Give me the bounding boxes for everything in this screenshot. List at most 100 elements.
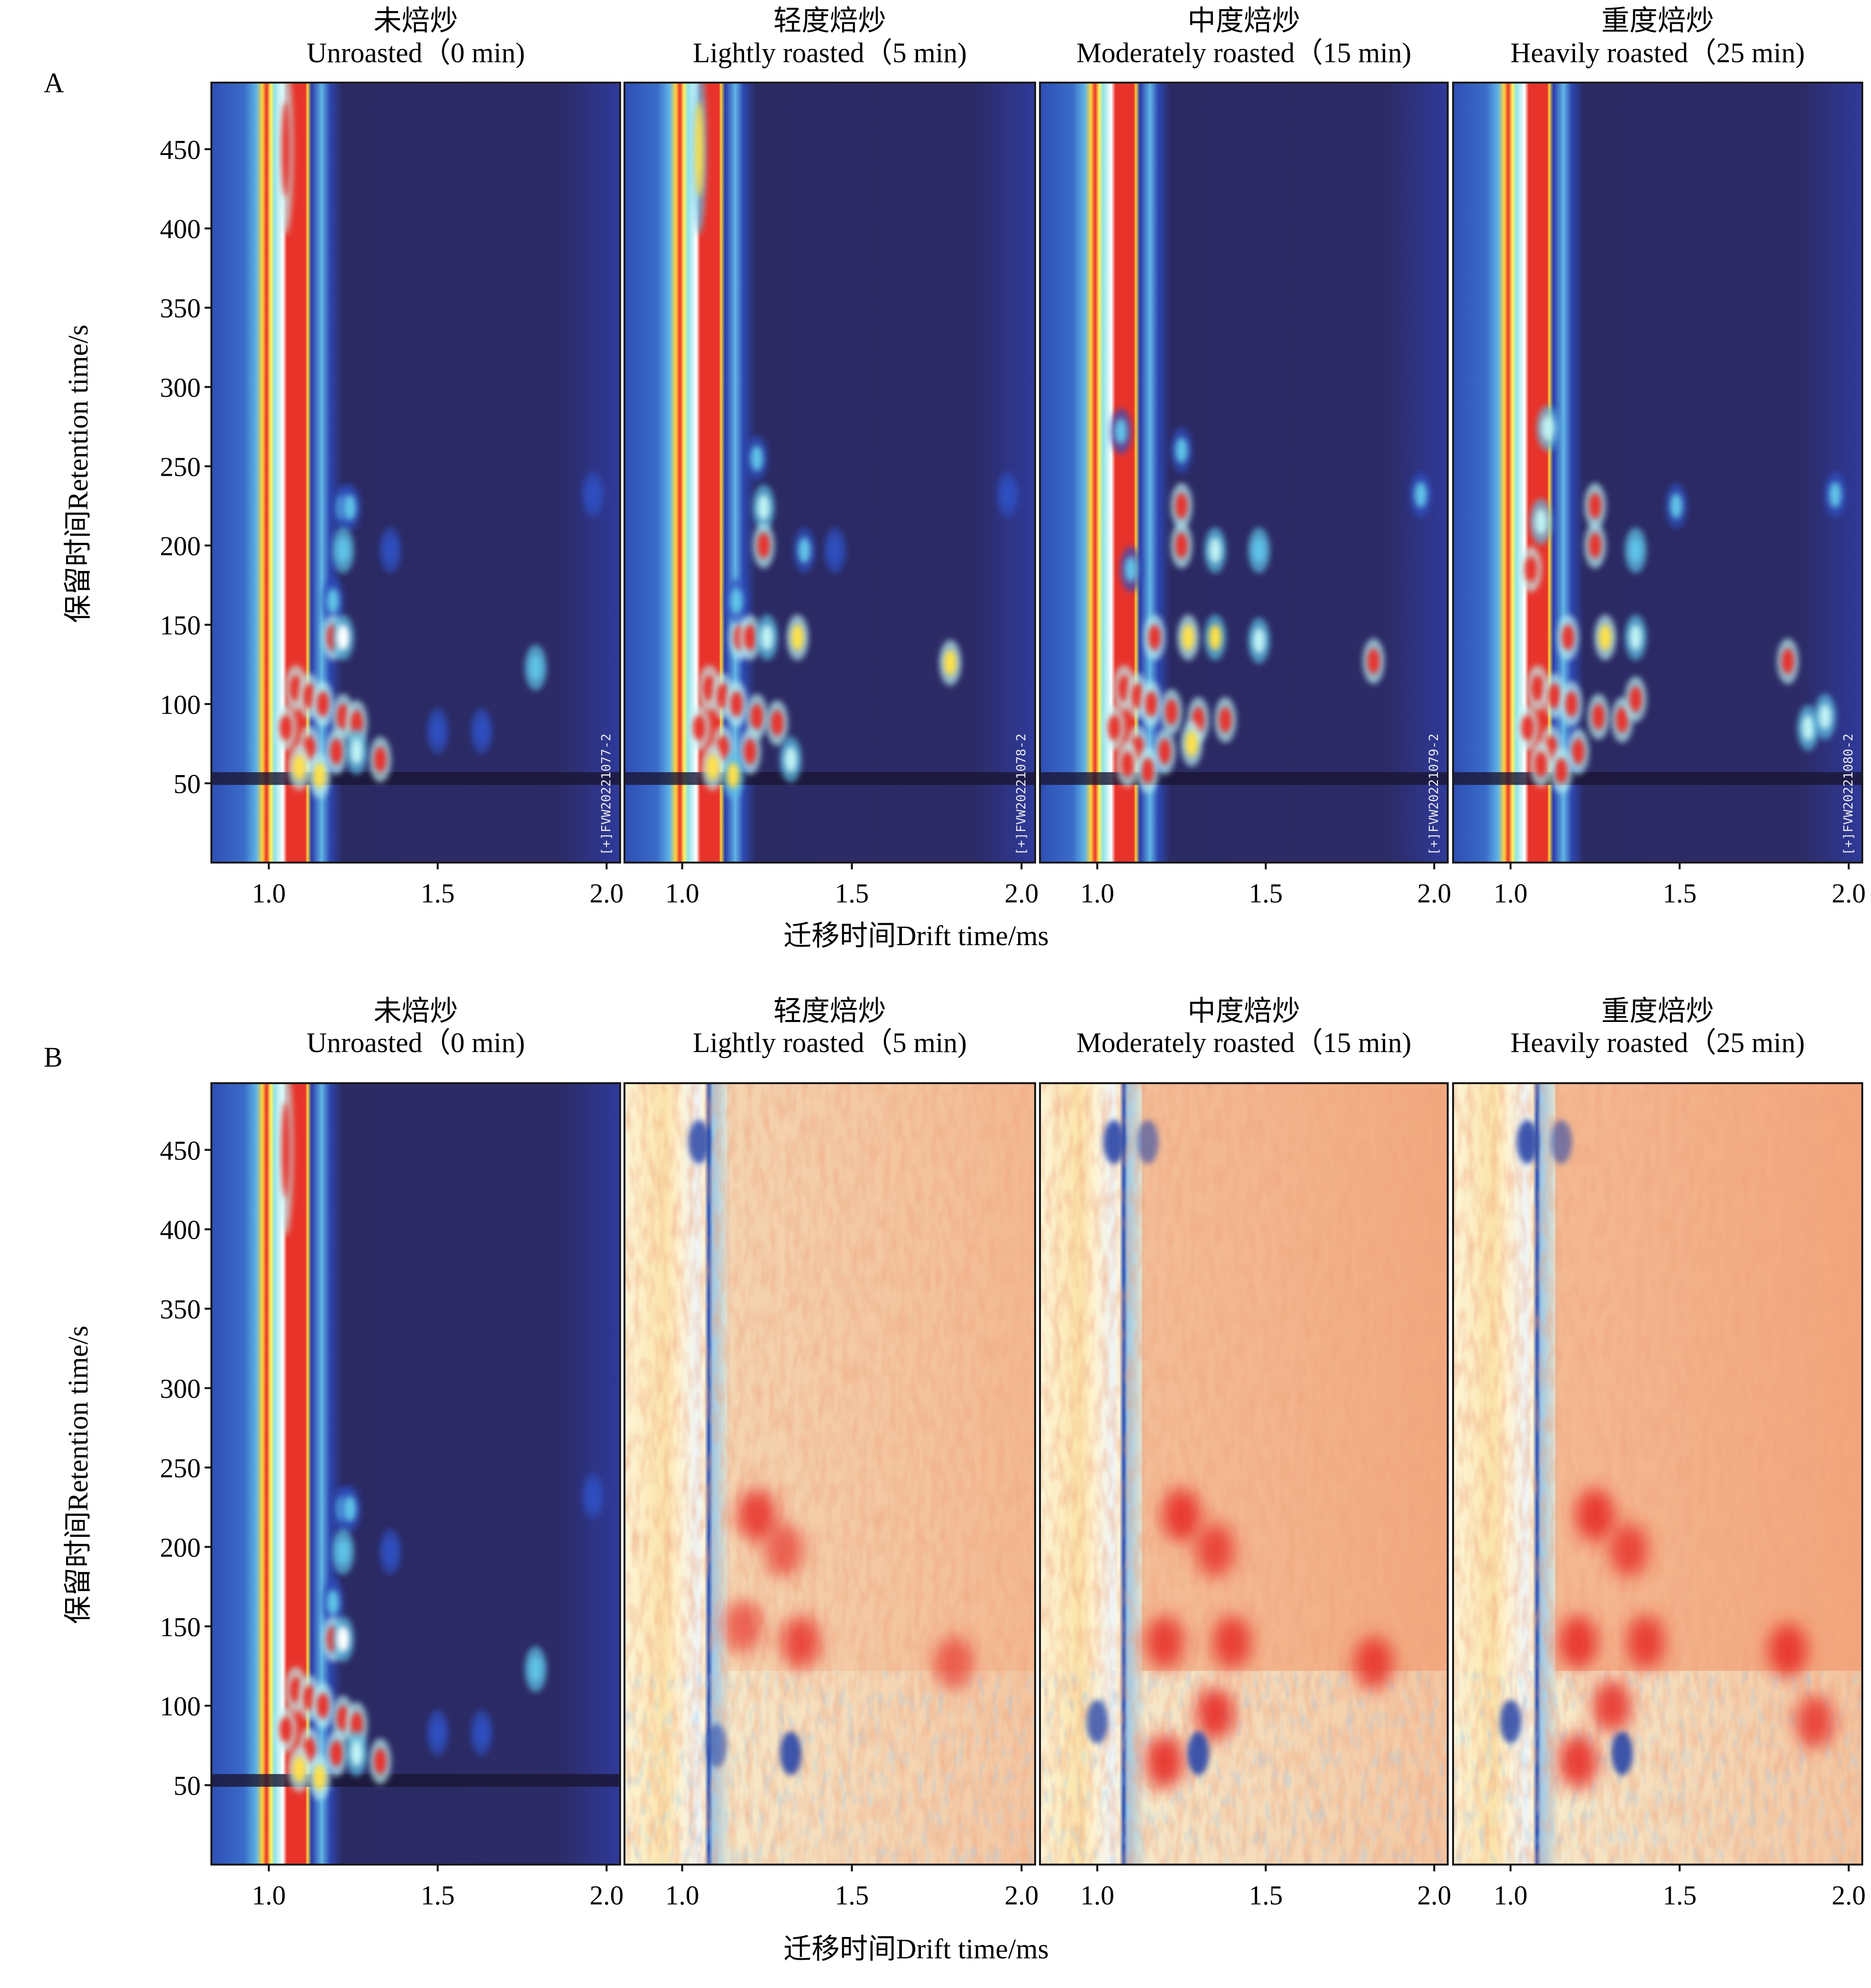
panel-title-cn: 中度焙炒 bbox=[1187, 5, 1300, 36]
plot-area: [+]FVW20221079-2 bbox=[1040, 83, 1448, 863]
x-tick-label: 1.0 bbox=[1493, 879, 1527, 909]
peak bbox=[1209, 537, 1222, 563]
increase-region bbox=[1609, 1523, 1648, 1577]
peak bbox=[829, 537, 841, 563]
peak bbox=[1555, 758, 1568, 783]
peak bbox=[1629, 624, 1642, 650]
peak bbox=[432, 1720, 444, 1746]
x-tick-label: 1.0 bbox=[665, 879, 699, 909]
panel-title-cn: 未焙炒 bbox=[373, 995, 458, 1027]
panel-title-cn: 轻度焙炒 bbox=[773, 995, 886, 1027]
y-tick-label: 300 bbox=[160, 373, 201, 403]
peak bbox=[1542, 415, 1554, 441]
heatmap-background bbox=[624, 83, 1035, 863]
y-tick-label: 50 bbox=[173, 1771, 201, 1801]
peak bbox=[944, 650, 956, 676]
panel-title-en: Heavily roasted（25 min) bbox=[1510, 37, 1805, 69]
peak bbox=[1782, 648, 1794, 674]
peak bbox=[1148, 624, 1161, 650]
peak bbox=[1592, 704, 1605, 729]
peak bbox=[1121, 751, 1134, 777]
decrease-region bbox=[1137, 1120, 1159, 1164]
peak bbox=[1548, 683, 1561, 709]
peak bbox=[730, 691, 743, 717]
peak bbox=[1589, 493, 1601, 519]
peak bbox=[1108, 715, 1121, 741]
decrease-region bbox=[1086, 1699, 1108, 1744]
peak bbox=[1175, 437, 1188, 463]
plot-area: [+]FVW20221080-2 bbox=[1453, 83, 1862, 863]
dark-band bbox=[624, 772, 1035, 785]
increase-region bbox=[1354, 1636, 1393, 1690]
peak bbox=[1521, 715, 1534, 741]
peak bbox=[279, 1717, 292, 1743]
peak bbox=[1165, 699, 1178, 725]
panel-title-cn: 未焙炒 bbox=[373, 5, 458, 36]
peak bbox=[1535, 509, 1547, 535]
y-tick-label: 250 bbox=[160, 452, 201, 482]
peak bbox=[757, 533, 770, 558]
dark-band bbox=[1040, 772, 1448, 785]
peak bbox=[281, 1102, 290, 1198]
peak bbox=[707, 755, 719, 780]
peak bbox=[1114, 418, 1127, 444]
increase-region bbox=[1795, 1694, 1835, 1748]
panel-frame bbox=[210, 82, 621, 864]
peak bbox=[1175, 493, 1188, 519]
dark-band bbox=[1453, 772, 1862, 785]
peak bbox=[529, 1656, 542, 1682]
x-tick-label: 1.5 bbox=[835, 879, 869, 909]
sample-id-stamp: [+]FVW20221078-2 bbox=[1014, 734, 1029, 855]
increase-region bbox=[1626, 1615, 1665, 1669]
increase-region bbox=[1559, 1615, 1598, 1669]
panel-title-cn: 中度焙炒 bbox=[1187, 995, 1300, 1027]
difference-noise-blue bbox=[1453, 1671, 1862, 1865]
peak bbox=[1589, 533, 1601, 558]
panel-title-en: Moderately roasted（15 min) bbox=[1076, 37, 1411, 69]
peak bbox=[1219, 707, 1231, 733]
heatmap-background bbox=[1453, 83, 1862, 863]
peak bbox=[1616, 707, 1628, 733]
peak bbox=[384, 1539, 397, 1565]
peak bbox=[337, 1539, 349, 1565]
x-axis-label-a: 迁移时间Drift time/ms bbox=[783, 920, 1049, 951]
plot-area bbox=[1453, 1083, 1862, 1865]
decrease-region bbox=[780, 1731, 802, 1776]
peak bbox=[350, 1712, 363, 1738]
peak bbox=[1802, 715, 1815, 741]
y-tick-label: 450 bbox=[160, 1136, 201, 1166]
peak bbox=[374, 1748, 387, 1774]
peak bbox=[1209, 624, 1222, 650]
peak bbox=[337, 624, 349, 650]
y-tick-label: 450 bbox=[160, 135, 201, 165]
y-tick-label: 50 bbox=[173, 769, 201, 799]
increase-region bbox=[724, 1599, 763, 1653]
peak bbox=[475, 1720, 488, 1746]
peak bbox=[1175, 533, 1188, 558]
y-tick-label: 400 bbox=[160, 1215, 201, 1245]
peak bbox=[293, 1756, 306, 1782]
peak bbox=[750, 446, 763, 471]
peak bbox=[761, 624, 773, 650]
y-axis-label-a: 保留时间Retention time/s bbox=[62, 325, 94, 623]
x-tick-label: 2.0 bbox=[1417, 879, 1451, 909]
y-tick-label: 400 bbox=[160, 214, 201, 244]
x-tick-label: 2.0 bbox=[1417, 1881, 1451, 1911]
x-tick-label: 1.0 bbox=[1080, 1881, 1114, 1911]
y-tick-label: 250 bbox=[160, 1453, 201, 1484]
peak bbox=[529, 655, 542, 680]
panel-title-en: Unroasted（0 min) bbox=[307, 37, 525, 69]
peak bbox=[337, 1626, 349, 1652]
panel-title-cn: 重度焙炒 bbox=[1601, 5, 1714, 36]
panel-title-cn: 重度焙炒 bbox=[1601, 995, 1714, 1027]
peak bbox=[313, 1764, 326, 1790]
increase-region bbox=[1213, 1615, 1252, 1669]
peak bbox=[1531, 675, 1544, 701]
panel-title-en: Lightly roasted（5 min) bbox=[693, 1027, 967, 1058]
